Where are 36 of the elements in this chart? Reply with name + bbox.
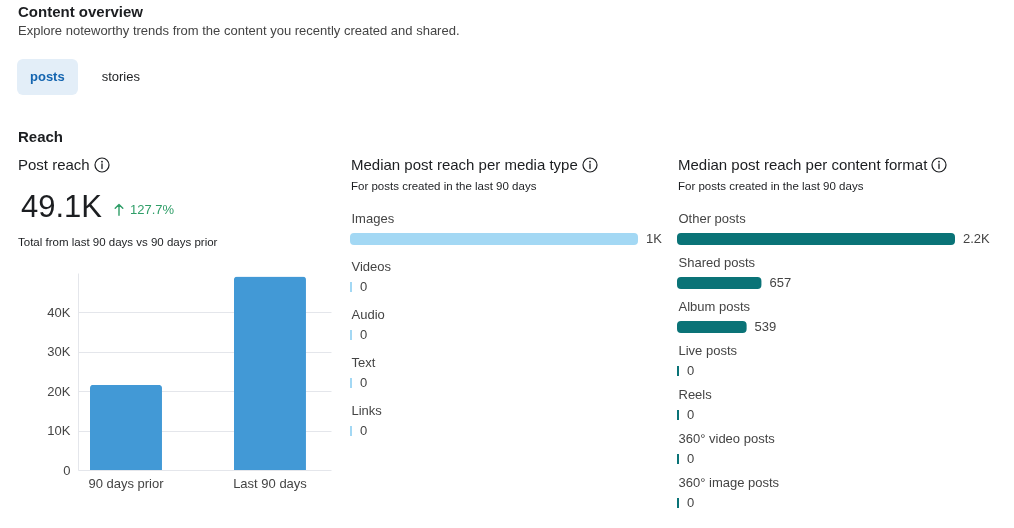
data-label: 657 bbox=[769, 275, 792, 290]
y-tick-label: Live posts bbox=[678, 343, 738, 358]
y-tick-label: 40K bbox=[47, 304, 71, 320]
chart-title: Post reach bbox=[18, 155, 90, 175]
y-tick-label: Shared posts bbox=[678, 255, 756, 270]
x-tick-label: 90 days prior bbox=[88, 475, 165, 491]
text: Content overview bbox=[18, 2, 144, 22]
y-tick-label: Text bbox=[351, 355, 376, 370]
text: 127.7% bbox=[130, 201, 175, 218]
y-tick-label: Images bbox=[351, 211, 395, 226]
y-tick-label: 0 bbox=[63, 462, 71, 478]
text: 49.1K bbox=[21, 189, 103, 225]
text: posts bbox=[17, 59, 78, 95]
chart-title: Median post reach per media type bbox=[351, 155, 578, 175]
y-tick-label: 360° image posts bbox=[678, 475, 780, 490]
text: Reach bbox=[18, 127, 64, 147]
text: Total from last 90 days vs 90 days prior bbox=[18, 235, 218, 249]
y-tick-label: 10K bbox=[47, 423, 71, 439]
chart-title: Median post reach per content format bbox=[678, 155, 928, 175]
x-tick-label: Last 90 days bbox=[233, 475, 308, 491]
y-tick-label: 20K bbox=[47, 383, 71, 399]
chart-subtitle: For posts created in the last 90 days bbox=[351, 179, 537, 193]
data-label: 1K bbox=[646, 231, 663, 246]
y-tick-label: Other posts bbox=[678, 211, 747, 226]
y-tick-label: Album posts bbox=[678, 299, 751, 314]
y-tick-label: Links bbox=[351, 403, 383, 418]
chart-subtitle: For posts created in the last 90 days bbox=[678, 179, 864, 193]
y-tick-label: 30K bbox=[47, 344, 71, 360]
y-tick-label: Videos bbox=[351, 259, 392, 274]
text: Explore noteworthy trends from the content you recently created and shared. bbox=[18, 22, 460, 40]
y-tick-label: 360° video posts bbox=[678, 431, 776, 446]
data-label: 539 bbox=[754, 319, 777, 334]
y-tick-label: Audio bbox=[351, 307, 385, 322]
text: stories bbox=[100, 68, 141, 86]
y-tick-label: Reels bbox=[678, 387, 713, 402]
data-label: 2.2K bbox=[963, 231, 991, 246]
